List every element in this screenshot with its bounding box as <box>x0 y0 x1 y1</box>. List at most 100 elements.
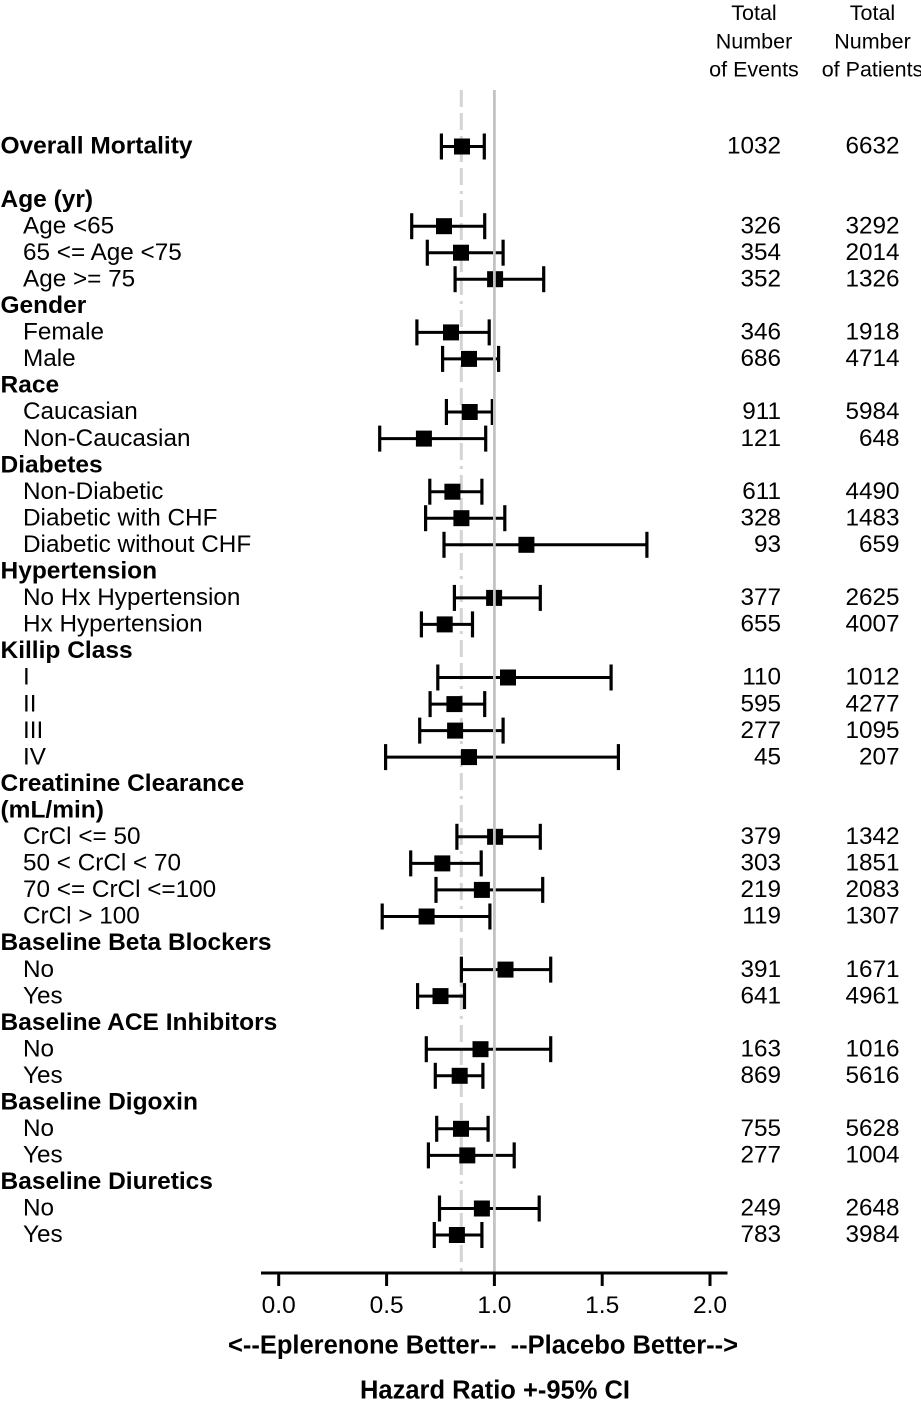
svg-text:(mL/min): (mL/min) <box>1 797 104 824</box>
svg-text:1016: 1016 <box>845 1035 899 1062</box>
svg-text:Caucasian: Caucasian <box>23 398 138 425</box>
svg-text:1095: 1095 <box>845 717 899 744</box>
svg-text:Yes: Yes <box>23 982 63 1009</box>
svg-text:686: 686 <box>740 345 781 372</box>
svg-text:CrCl > 100: CrCl > 100 <box>23 903 140 930</box>
svg-text:277: 277 <box>740 717 781 744</box>
svg-text:1.5: 1.5 <box>585 1292 619 1319</box>
svg-text:207: 207 <box>859 743 900 770</box>
svg-text:Yes: Yes <box>23 1062 63 1089</box>
svg-text:Diabetic with CHF: Diabetic with CHF <box>23 504 217 531</box>
svg-text:Hypertension: Hypertension <box>1 558 158 585</box>
svg-text:IV: IV <box>23 743 47 770</box>
svg-text:Baseline Beta Blockers: Baseline Beta Blockers <box>1 929 272 956</box>
svg-text:Baseline Diuretics: Baseline Diuretics <box>1 1168 213 1195</box>
svg-text:4714: 4714 <box>845 345 899 372</box>
svg-text:Total: Total <box>850 1 895 25</box>
svg-text:Number: Number <box>716 29 792 53</box>
svg-text:2648: 2648 <box>845 1195 899 1222</box>
svg-text:4490: 4490 <box>845 478 899 505</box>
svg-text:595: 595 <box>740 690 781 717</box>
svg-text:II: II <box>23 690 37 717</box>
svg-text:3292: 3292 <box>845 212 899 239</box>
svg-text:of Patients: of Patients <box>822 58 921 82</box>
svg-text:219: 219 <box>740 876 781 903</box>
svg-text:Hx Hypertension: Hx Hypertension <box>23 611 203 638</box>
svg-text:391: 391 <box>740 956 781 983</box>
svg-text:121: 121 <box>740 425 781 452</box>
svg-text:4961: 4961 <box>845 982 899 1009</box>
svg-text:1004: 1004 <box>845 1142 899 1169</box>
svg-text:Female: Female <box>23 319 104 346</box>
svg-text:911: 911 <box>742 398 781 425</box>
svg-text:Yes: Yes <box>23 1221 63 1248</box>
svg-text:249: 249 <box>740 1195 781 1222</box>
svg-text:1851: 1851 <box>845 850 899 877</box>
svg-text:Male: Male <box>23 345 76 372</box>
svg-text:2083: 2083 <box>845 876 899 903</box>
svg-text:Hazard Ratio +-95% CI: Hazard Ratio +-95% CI <box>360 1376 630 1404</box>
svg-text:648: 648 <box>859 425 900 452</box>
svg-text:6632: 6632 <box>845 133 899 160</box>
svg-text:1671: 1671 <box>845 956 899 983</box>
svg-text:1326: 1326 <box>845 265 899 292</box>
svg-text:III: III <box>23 717 43 744</box>
svg-text:1012: 1012 <box>845 664 899 691</box>
svg-text:CrCl <= 50: CrCl <= 50 <box>23 823 141 850</box>
svg-text:163: 163 <box>740 1035 781 1062</box>
svg-text:Killip Class: Killip Class <box>1 637 133 664</box>
svg-text:2014: 2014 <box>845 239 899 266</box>
svg-text:0.5: 0.5 <box>370 1292 404 1319</box>
svg-text:354: 354 <box>740 239 781 266</box>
svg-text:Creatinine Clearance: Creatinine Clearance <box>1 770 245 797</box>
svg-text:<--Eplerenone Better-- --Plac: <--Eplerenone Better-- --Placebo Better-… <box>228 1331 738 1359</box>
svg-text:1032: 1032 <box>727 133 781 160</box>
svg-text:Race: Race <box>1 372 60 399</box>
svg-text:611: 611 <box>742 478 781 505</box>
svg-text:No: No <box>23 1035 54 1062</box>
svg-text:328: 328 <box>740 504 781 531</box>
svg-text:377: 377 <box>740 584 781 611</box>
svg-text:0.0: 0.0 <box>262 1292 296 1319</box>
svg-text:Baseline ACE Inhibitors: Baseline ACE Inhibitors <box>1 1009 278 1036</box>
svg-text:Non-Caucasian: Non-Caucasian <box>23 425 190 452</box>
svg-text:No: No <box>23 956 54 983</box>
svg-text:110: 110 <box>742 664 781 691</box>
svg-text:3984: 3984 <box>845 1221 899 1248</box>
svg-text:5616: 5616 <box>845 1062 899 1089</box>
svg-text:50 < CrCl < 70: 50 < CrCl < 70 <box>23 850 181 877</box>
svg-text:5628: 5628 <box>845 1115 899 1142</box>
svg-text:I: I <box>23 664 30 691</box>
svg-text:346: 346 <box>740 319 781 346</box>
svg-text:Yes: Yes <box>23 1142 63 1169</box>
svg-text:No: No <box>23 1115 54 1142</box>
svg-text:1307: 1307 <box>845 903 899 930</box>
svg-text:Overall Mortality: Overall Mortality <box>1 133 193 160</box>
svg-text:659: 659 <box>859 531 900 558</box>
svg-text:755: 755 <box>740 1115 781 1142</box>
svg-text:4277: 4277 <box>845 690 899 717</box>
svg-text:5984: 5984 <box>845 398 899 425</box>
svg-text:Baseline Digoxin: Baseline Digoxin <box>1 1089 198 1116</box>
svg-text:No: No <box>23 1195 54 1222</box>
svg-text:326: 326 <box>740 212 781 239</box>
svg-text:Total: Total <box>731 1 776 25</box>
svg-text:Diabetic without CHF: Diabetic without CHF <box>23 531 251 558</box>
svg-text:379: 379 <box>740 823 781 850</box>
svg-text:783: 783 <box>740 1221 781 1248</box>
svg-text:277: 277 <box>740 1142 781 1169</box>
svg-text:No Hx Hypertension: No Hx Hypertension <box>23 584 240 611</box>
svg-text:119: 119 <box>742 903 781 930</box>
svg-text:352: 352 <box>740 265 781 292</box>
svg-text:Age (yr): Age (yr) <box>1 186 94 213</box>
svg-text:1483: 1483 <box>845 504 899 531</box>
svg-text:303: 303 <box>740 850 781 877</box>
svg-text:Gender: Gender <box>1 292 87 319</box>
svg-text:Diabetes: Diabetes <box>1 451 103 478</box>
svg-text:655: 655 <box>740 611 781 638</box>
svg-text:Age >= 75: Age >= 75 <box>23 265 135 292</box>
svg-text:93: 93 <box>754 531 781 558</box>
svg-text:65 <= Age <75: 65 <= Age <75 <box>23 239 182 266</box>
svg-text:Non-Diabetic: Non-Diabetic <box>23 478 163 505</box>
svg-text:641: 641 <box>740 982 781 1009</box>
